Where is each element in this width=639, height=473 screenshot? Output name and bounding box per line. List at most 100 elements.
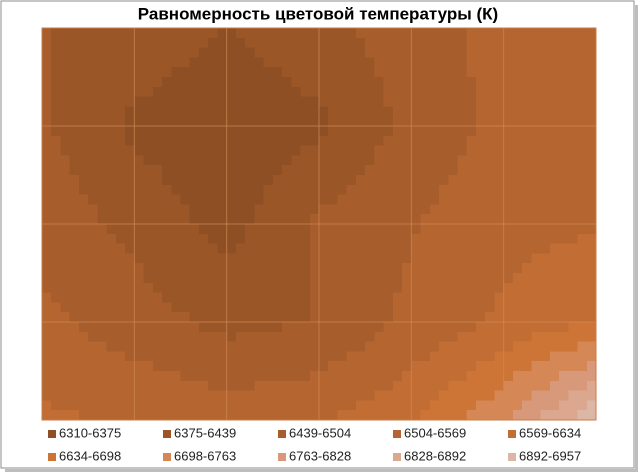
contour-cell (531, 322, 542, 333)
contour-cell (568, 96, 579, 107)
contour-cell (51, 135, 62, 147)
contour-cell (328, 214, 339, 225)
contour-cell (143, 37, 154, 49)
contour-cell (97, 145, 108, 156)
contour-cell (235, 224, 246, 235)
contour-cell (522, 214, 532, 225)
contour-cell (429, 282, 440, 294)
contour-cell (162, 116, 172, 127)
contour-cell (383, 292, 394, 303)
contour-cell (355, 135, 366, 147)
contour-cell (171, 145, 182, 156)
contour-cell (365, 165, 375, 176)
contour-cell (503, 331, 514, 343)
contour-cell (365, 155, 375, 166)
contour-cell (531, 390, 542, 401)
contour-cell (522, 86, 532, 98)
contour-cell (577, 282, 588, 294)
contour-cell (97, 243, 108, 254)
contour-cell (365, 292, 375, 303)
contour-cell (374, 322, 385, 333)
contour-cell (559, 263, 569, 274)
contour-cell (143, 86, 154, 98)
contour-cell (337, 175, 348, 186)
plot-area (42, 28, 597, 421)
contour-cell (125, 400, 135, 411)
contour-cell (559, 410, 569, 421)
contour-cell (586, 224, 597, 235)
contour-cell (402, 380, 412, 392)
contour-cell (577, 224, 588, 235)
contour-cell (235, 322, 246, 333)
contour-cell (115, 351, 126, 362)
contour-cell (383, 175, 394, 186)
contour-cell (245, 400, 255, 411)
contour-cell (198, 331, 209, 343)
contour-cell (429, 273, 440, 284)
contour-cell (586, 263, 597, 274)
contour-cell (457, 371, 468, 382)
contour-cell (337, 184, 348, 196)
contour-cell (485, 322, 496, 333)
contour-cell (319, 77, 329, 88)
contour-cell (245, 204, 255, 215)
contour-cell (309, 302, 320, 313)
contour-cell (309, 204, 320, 215)
contour-cell (328, 57, 339, 68)
contour-cell (466, 155, 477, 166)
contour-cell (448, 322, 459, 333)
contour-cell (319, 380, 329, 392)
contour-cell (494, 361, 505, 372)
contour-cell (392, 116, 403, 127)
contour-cell (522, 351, 532, 362)
contour-cell (392, 302, 403, 313)
contour-cell (522, 224, 532, 235)
contour-cell (531, 77, 542, 88)
contour-cell (171, 243, 182, 254)
contour-cell (125, 390, 135, 401)
contour-cell (309, 155, 320, 166)
contour-cell (475, 390, 486, 401)
contour-cell (457, 116, 468, 127)
contour-cell (549, 47, 560, 58)
contour-cell (586, 155, 597, 166)
contour-cell (125, 351, 135, 362)
contour-cell (217, 341, 228, 352)
contour-cell (125, 380, 135, 392)
contour-cell (448, 165, 459, 176)
contour-cell (245, 57, 255, 68)
contour-cell (180, 135, 191, 147)
contour-cell (512, 28, 523, 39)
contour-cell (466, 331, 477, 343)
contour-cell (365, 204, 375, 215)
contour-cell (115, 371, 126, 382)
contour-cell (485, 233, 496, 245)
contour-cell (319, 292, 329, 303)
contour-cell (235, 282, 246, 294)
contour-cell (439, 331, 449, 343)
contour-cell (475, 57, 486, 68)
contour-cell (78, 263, 89, 274)
contour-cell (171, 312, 182, 323)
contour-cell (125, 86, 135, 98)
contour-cell (189, 351, 200, 362)
contour-cell (577, 243, 588, 254)
contour-cell (309, 116, 320, 127)
contour-cell (189, 341, 200, 352)
contour-cell (97, 184, 108, 196)
contour-cell (568, 28, 579, 39)
contour-cell (51, 175, 62, 186)
contour-cell (402, 57, 412, 68)
contour-cell (429, 400, 440, 411)
contour-cell (272, 135, 283, 147)
contour-cell (245, 86, 255, 98)
contour-cell (475, 126, 486, 137)
contour-cell (198, 28, 209, 39)
contour-cell (586, 312, 597, 323)
contour-cell (69, 175, 80, 186)
contour-cell (300, 204, 311, 215)
contour-cell (577, 233, 588, 245)
contour-cell (51, 292, 62, 303)
contour-cell (282, 243, 292, 254)
contour-cell (346, 57, 357, 68)
